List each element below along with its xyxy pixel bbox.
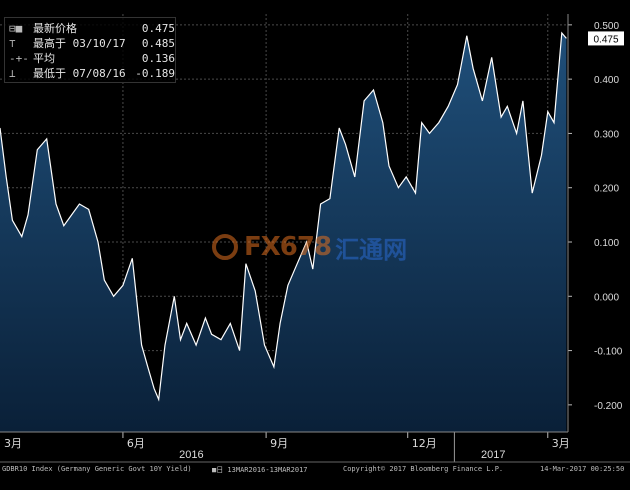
watermark-brand: FX678 (244, 232, 332, 262)
legend-marker: -+- (9, 52, 29, 65)
footer-range: ■日 13MAR2016-13MAR2017 (212, 466, 308, 474)
y-tick-label: -0.100 (594, 347, 623, 358)
footer-copyright: Copyright© 2017 Bloomberg Finance L.P. (343, 465, 504, 473)
legend-row-low: ⊥ 最低于 07/08/16 -0.189 (9, 66, 175, 81)
x-tick-label: 3月 (552, 437, 570, 450)
y-tick-label: -0.200 (594, 401, 623, 412)
legend-marker: ⊤ (9, 37, 16, 50)
yield-area (0, 33, 567, 432)
y-tick-label: 0.100 (594, 238, 619, 249)
legend-marker: ⊥ (9, 67, 16, 80)
x-tick-label: 12月 (412, 437, 437, 450)
legend-value: 0.475 (141, 22, 175, 35)
x-tick-label: 3月 (4, 437, 22, 450)
y-tick-label: 0.400 (594, 75, 619, 86)
year-label: 2016 (179, 449, 203, 461)
last-value-label: 0.475 (593, 34, 618, 45)
y-tick-label: 0.500 (594, 21, 619, 32)
legend-row-high: ⊤ 最高于 03/10/17 0.485 (9, 36, 175, 51)
yield-line (0, 31, 567, 402)
area-layer (0, 31, 567, 432)
legend-box: ⊟■ 最新价格 0.475 ⊤ 最高于 03/10/17 0.485 -+- 平… (4, 17, 176, 83)
x-tick-label: 9月 (270, 437, 288, 450)
watermark-logo-icon (212, 234, 238, 260)
legend-value: 0.136 (141, 52, 175, 65)
year-label: 2017 (481, 449, 505, 461)
labels: -0.200 -0.100 0.000 0.100 0.200 0.300 0.400 0.5… (4, 21, 624, 461)
footer: GDBR10 Index (Germany Generic Govt 10Y Y… (0, 463, 630, 477)
axes (0, 14, 630, 463)
legend-label: 最新价格 (33, 22, 77, 35)
x-tick-label: 6月 (127, 437, 145, 450)
last-value-badge (588, 31, 624, 46)
watermark: FX678 汇通网 (212, 230, 422, 264)
legend-value: -0.189 (135, 67, 175, 80)
legend-row-average: -+- 平均 0.136 (9, 51, 175, 66)
footer-date: 14-Mar-2017 00:25:50 (540, 465, 625, 473)
legend-label: 平均 (33, 52, 55, 65)
legend-marker: ⊟■ (9, 22, 23, 35)
legend-value: 0.485 (141, 37, 175, 50)
y-tick-label: 0.200 (594, 184, 619, 195)
legend-label: 最低于 07/08/16 (33, 67, 126, 80)
y-tick-label: 0.300 (594, 129, 619, 140)
legend-label: 最高于 03/10/17 (33, 37, 126, 50)
watermark-cn: 汇通网 (335, 235, 408, 264)
y-tick-label: 0.000 (594, 292, 619, 303)
footer-index: GDBR10 Index (Germany Generic Govt 10Y Y… (2, 465, 192, 473)
legend-row-last: ⊟■ 最新价格 0.475 (9, 21, 175, 36)
